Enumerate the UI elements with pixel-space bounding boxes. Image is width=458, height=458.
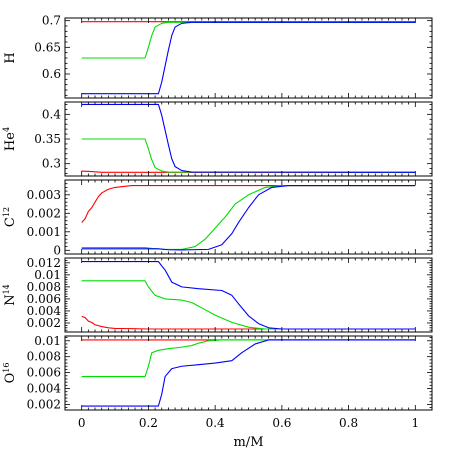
panel-1-series-line-2 <box>81 21 416 59</box>
panel-2-y-axis-label: He4 <box>2 127 18 151</box>
panel-4-series-line-2 <box>81 280 416 330</box>
panel-4-y-tick-label: 0.004 <box>27 304 62 318</box>
panel-4-y-axis-label: N14 <box>2 284 18 306</box>
panel-2-series-line-2 <box>81 138 416 173</box>
panel-2-y-axis-label-isotope: 4 <box>2 127 11 132</box>
panel-3-y-tick-label: 0 <box>53 243 61 257</box>
panel-5-y-axis-label: O16 <box>2 363 18 384</box>
panel-1-series-line-3 <box>81 21 416 95</box>
panel-4-y-tick-label: 0.008 <box>27 280 61 294</box>
panel-1-y-axis-label: H <box>3 52 18 63</box>
x-tick-label: 0.2 <box>139 416 158 430</box>
panel-3-series-line-2 <box>81 185 416 250</box>
x-tick-label: 0 <box>78 416 86 430</box>
panel-5-y-tick-label: 0.006 <box>27 366 61 380</box>
panel-5-y-axis-label-element: O <box>3 373 18 384</box>
panel-5-y-tick-label: 0.002 <box>27 397 61 411</box>
panel-1-y-axis-label-element: H <box>3 52 18 63</box>
panel-2-y-axis-label-element: He <box>3 132 18 151</box>
panel-5-y-tick-label: 0.008 <box>27 350 61 364</box>
panel-3-series-line-1 <box>81 185 416 223</box>
panel-5-y-tick-label: 0.01 <box>34 334 61 348</box>
panel-4-y-tick-label: 0.01 <box>34 268 61 282</box>
panel-4-frame <box>64 257 433 333</box>
panel-5-series-line-3 <box>81 339 416 407</box>
panel-3-series-line-3 <box>81 185 416 251</box>
panel-3-y-tick-label: 0.003 <box>27 188 61 202</box>
panel-1-y-tick-label: 0.6 <box>42 67 61 81</box>
panel-3-y-axis-label-element: C <box>3 217 18 227</box>
panel-4-y-axis-label-isotope: 14 <box>2 284 11 294</box>
x-tick-label: 1 <box>411 416 419 430</box>
panel-4-y-tick-label: 0.006 <box>27 292 61 306</box>
x-axis-label: m/M <box>233 435 263 450</box>
panel-5-series-line-2 <box>81 339 416 378</box>
panel-1-y-tick-label: 0.7 <box>42 14 61 28</box>
panel-4-y-axis-label-element: N <box>3 294 18 305</box>
panel-2-y-tick-label: 0.35 <box>34 132 61 146</box>
panel-3-y-tick-label: 0.001 <box>27 225 61 239</box>
panel-4-series-line-3 <box>81 261 416 330</box>
panel-4-y-tick-label: 0.012 <box>27 256 61 270</box>
panel-4-y-tick-label: 0.002 <box>27 316 61 330</box>
panel-4-series-line-1 <box>81 315 416 330</box>
panel-3-y-tick-label: 0.002 <box>27 206 61 220</box>
x-tick-label: 0.8 <box>339 416 358 430</box>
panel-3-y-axis-label: C12 <box>2 207 18 227</box>
panel-1-y-tick-label: 0.65 <box>34 40 61 54</box>
panel-2-y-tick-label: 0.4 <box>42 107 61 121</box>
panel-2-series-line-3 <box>81 103 416 173</box>
x-tick-label: 0.4 <box>206 416 225 430</box>
panel-3-frame <box>64 179 433 255</box>
panel-5-y-axis-label-isotope: 16 <box>2 363 11 373</box>
panel-3-y-axis-label-isotope: 12 <box>2 207 11 217</box>
panel-5-frame <box>64 335 433 411</box>
x-tick-label: 0.6 <box>272 416 291 430</box>
panel-5-y-tick-label: 0.004 <box>27 382 62 396</box>
panel-2-y-tick-label: 0.3 <box>42 157 61 171</box>
